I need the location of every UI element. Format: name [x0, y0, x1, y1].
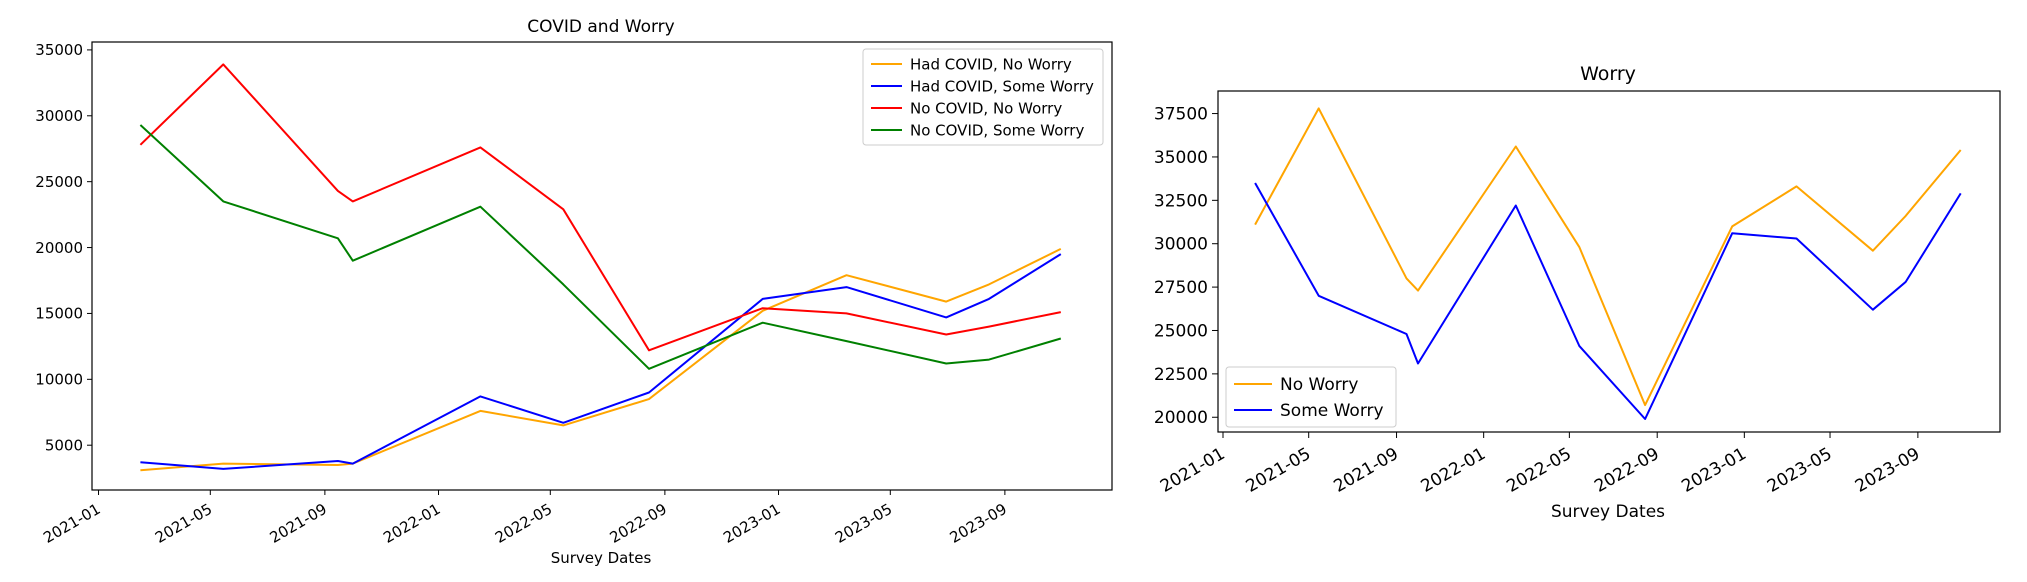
x-axis-label: Survey Dates — [551, 549, 652, 567]
chart-worry: Worry Survey Dates 20000 22500 25000 27500 3… — [1154, 63, 2001, 522]
x-tick-label: 2022-05 — [492, 500, 555, 547]
x-tick-label: 2021-01 — [40, 500, 103, 547]
series-line-1 — [1254, 107, 1962, 407]
x-tick-label: 2023-01 — [720, 500, 783, 547]
legend-label: Had COVID, No Worry — [910, 55, 1072, 73]
legend-label: No COVID, Some Worry — [910, 121, 1084, 139]
chart-title: COVID and Worry — [527, 17, 674, 37]
series-line-3 — [139, 63, 1061, 352]
x-axis-label: Survey Dates — [1551, 502, 1665, 522]
y-tick-label: 10000 — [35, 371, 83, 389]
y-tick-label: 20000 — [1154, 408, 1208, 428]
y-tick-label: 20000 — [35, 239, 83, 257]
y-tick-label: 25000 — [1154, 321, 1208, 341]
legend-label: Had COVID, Some Worry — [910, 77, 1094, 95]
y-tick-label: 35000 — [35, 41, 83, 59]
x-tick-label: 2021-09 — [1331, 444, 1403, 497]
x-tick-label: 2022-05 — [1503, 444, 1575, 497]
plot-area-frame — [1217, 90, 2001, 433]
y-tick-label: 32500 — [1154, 191, 1208, 211]
y-tick-label: 5000 — [45, 436, 83, 454]
x-tick-label: 2022-01 — [1418, 444, 1490, 497]
x-tick-label: 2021-09 — [267, 500, 330, 547]
y-tick-label: 30000 — [35, 107, 83, 125]
x-tick-label: 2023-05 — [1764, 444, 1836, 497]
legend-label: No Worry — [1280, 375, 1358, 395]
legend-label: No COVID, No Worry — [910, 99, 1062, 117]
legend-label: Some Worry — [1280, 401, 1384, 421]
x-tick-label: 2021-05 — [152, 500, 215, 547]
series-line-2 — [1254, 182, 1962, 420]
y-tick-label: 22500 — [1154, 365, 1208, 385]
series-line-1 — [140, 248, 1062, 472]
y-tick-label: 15000 — [35, 305, 83, 323]
x-tick-label: 2021-01 — [1157, 444, 1229, 497]
x-tick-label: 2022-09 — [1591, 444, 1663, 497]
x-tick-label: 2023-09 — [947, 500, 1010, 547]
series-line-4 — [139, 124, 1062, 370]
plot-area-frame — [91, 41, 1113, 491]
y-tick-label: 30000 — [1154, 235, 1208, 255]
x-tick-label: 2023-09 — [1852, 444, 1924, 497]
y-tick-label: 25000 — [35, 173, 83, 191]
x-tick-label: 2023-05 — [832, 500, 895, 547]
y-tick-label: 27500 — [1154, 278, 1208, 298]
legend-box — [862, 48, 1104, 146]
y-tick-label: 37500 — [1154, 105, 1208, 125]
chart-covid-and-worry: COVID and Worry Survey Dates 5000 10000 15… — [35, 17, 1113, 567]
legend-box — [1225, 366, 1397, 428]
x-tick-label: 2022-01 — [380, 500, 443, 547]
x-tick-label: 2022-09 — [607, 500, 670, 547]
y-tick-label: 35000 — [1154, 148, 1208, 168]
x-tick-label: 2023-01 — [1678, 444, 1750, 497]
x-tick-label: 2021-05 — [1243, 444, 1315, 497]
chart-title: Worry — [1580, 63, 1636, 85]
series-line-2 — [140, 253, 1062, 470]
